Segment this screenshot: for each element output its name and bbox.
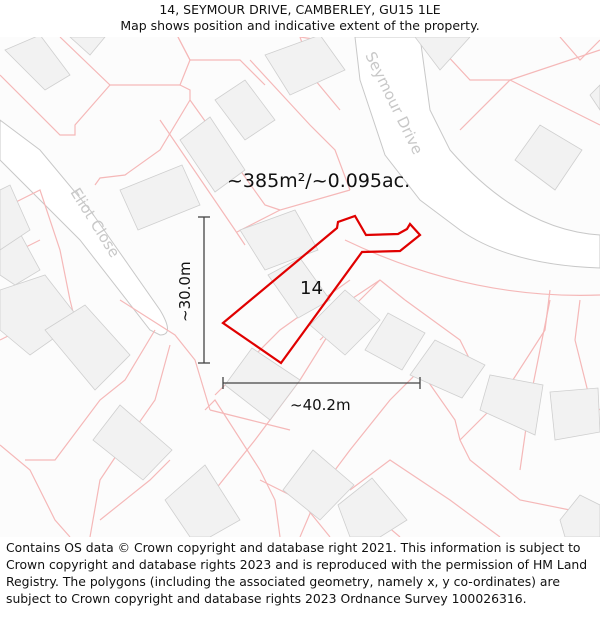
height-measure-label: ~30.0m <box>176 261 194 322</box>
area-label: ~385m²/~0.095ac. <box>227 170 410 192</box>
map-header: 14, SEYMOUR DRIVE, CAMBERLEY, GU15 1LE M… <box>0 0 600 38</box>
width-measure-line <box>222 377 421 389</box>
property-address-title: 14, SEYMOUR DRIVE, CAMBERLEY, GU15 1LE <box>159 2 441 17</box>
copyright-attribution: Contains OS data © Crown copyright and d… <box>6 540 588 606</box>
road-seymour-drive <box>354 37 600 269</box>
property-map[interactable]: Eliot Close Seymour Drive ~385m²/~0.095a… <box>0 37 600 537</box>
plot-number-label: 14 <box>300 278 323 299</box>
map-subtitle: Map shows position and indicative extent… <box>120 18 480 33</box>
height-measure-line <box>198 216 210 364</box>
width-measure-label: ~40.2m <box>290 396 351 414</box>
buildings <box>0 37 600 537</box>
property-boundary-polygon[interactable] <box>221 214 422 365</box>
